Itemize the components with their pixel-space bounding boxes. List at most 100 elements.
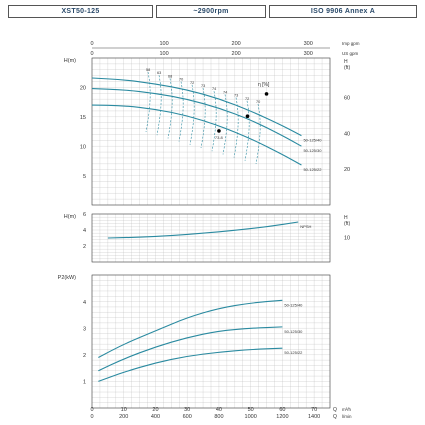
series-label: 50-125/30 bbox=[284, 329, 303, 334]
x-tick-label-m3h: 0 bbox=[90, 407, 93, 413]
x-tick-label-m3h: 70 bbox=[311, 407, 317, 413]
series-label: 50-125/40 bbox=[284, 302, 303, 307]
y-tick-label: 4 bbox=[83, 228, 86, 234]
efficiency-label: 73 bbox=[201, 84, 205, 88]
top-axis-tick-2: 0 bbox=[90, 51, 93, 57]
y-tick-label: 15 bbox=[80, 115, 86, 121]
y-right-axis-unit: (ft) bbox=[344, 221, 350, 227]
y-tick-label: 3 bbox=[83, 326, 86, 332]
x-unit-2: l/min bbox=[342, 414, 352, 419]
y-axis-label: H(m) bbox=[64, 58, 76, 64]
x-tick-label-lmin: 0 bbox=[90, 414, 93, 420]
series-label: 50-125/30 bbox=[303, 148, 322, 153]
y-right-tick-label: 60 bbox=[344, 95, 350, 101]
top-axis-tick: 200 bbox=[232, 41, 241, 47]
standard-header: ISO 9906 Annex A bbox=[269, 5, 417, 18]
x-tick-label-lmin: 400 bbox=[151, 414, 160, 420]
top-axis-label-2: US gpm bbox=[342, 51, 359, 56]
y-tick-label: 20 bbox=[80, 86, 86, 92]
duty-point bbox=[217, 129, 221, 133]
y-right-tick-label: 10 bbox=[344, 236, 350, 242]
series-curve-50-125-30 bbox=[91, 88, 302, 147]
efficiency-curve bbox=[222, 94, 228, 155]
series-label: 50-125/22 bbox=[303, 167, 322, 172]
efficiency-curve bbox=[255, 103, 261, 165]
plot-frame bbox=[91, 274, 331, 409]
x-axis-label: Q bbox=[333, 407, 337, 413]
efficiency-label: 72 bbox=[245, 97, 249, 101]
y-axis-label: P2(kW) bbox=[58, 275, 77, 281]
y-right-tick-label: 40 bbox=[344, 131, 350, 137]
speed-header: ~2900rpm bbox=[156, 5, 266, 18]
top-axis-tick: 0 bbox=[90, 41, 93, 47]
y-right-axis-unit: (ft) bbox=[344, 65, 350, 71]
efficiency-label: 74 bbox=[223, 90, 227, 94]
efficiency-curve bbox=[145, 71, 151, 133]
efficiency-label: 70 bbox=[256, 100, 260, 104]
top-axis-tick-2: 300 bbox=[304, 51, 313, 57]
efficiency-axis-label: η [%] bbox=[258, 82, 270, 88]
y-tick-label: 2 bbox=[83, 244, 86, 250]
y-right-axis-label: H bbox=[344, 59, 348, 65]
efficiency-curve bbox=[200, 87, 206, 149]
duty-point bbox=[245, 114, 250, 119]
efficiency-curve bbox=[178, 81, 184, 142]
series-curve-50-125-30 bbox=[98, 326, 283, 372]
y-tick-label: 5 bbox=[83, 174, 86, 180]
plot-frame bbox=[91, 213, 331, 263]
efficiency-curve bbox=[189, 84, 195, 145]
y-tick-label: 6 bbox=[83, 212, 86, 218]
efficiency-label: 63 bbox=[157, 71, 161, 75]
series-label: 50-125/22 bbox=[284, 350, 303, 355]
x-tick-label-m3h: 30 bbox=[184, 407, 190, 413]
efficiency-label: 70 bbox=[179, 78, 183, 82]
y-axis-label: H(m) bbox=[64, 214, 76, 220]
efficiency-curve bbox=[244, 100, 250, 161]
y-tick-label: 1 bbox=[83, 380, 86, 386]
x-unit-1: m³/h bbox=[342, 407, 351, 412]
x-tick-label-lmin: 1000 bbox=[245, 414, 257, 420]
efficiency-curve bbox=[156, 75, 162, 136]
x-tick-label-lmin: 800 bbox=[214, 414, 223, 420]
duty-point bbox=[264, 92, 269, 96]
y-right-axis-label: H bbox=[344, 215, 348, 221]
x-tick-label-m3h: 60 bbox=[279, 407, 285, 413]
series-curve-50-125-22 bbox=[98, 347, 283, 382]
plot-frame bbox=[91, 57, 331, 206]
top-axis-tick: 300 bbox=[304, 41, 313, 47]
top-axis-tick-2: 200 bbox=[232, 51, 241, 57]
efficiency-label: 58 bbox=[146, 68, 150, 72]
model-header: XST50-125 bbox=[8, 5, 153, 18]
top-axis-tick: 100 bbox=[159, 41, 168, 47]
x-tick-label-m3h: 40 bbox=[216, 407, 222, 413]
x-tick-label-m3h: 20 bbox=[152, 407, 158, 413]
efficiency-curve bbox=[211, 91, 217, 152]
efficiency-curve bbox=[233, 97, 239, 158]
x-tick-label-lmin: 600 bbox=[183, 414, 192, 420]
y-tick-label: 2 bbox=[83, 353, 86, 359]
x-tick-label-lmin: 1400 bbox=[308, 414, 320, 420]
series-curve-npsh bbox=[107, 221, 299, 239]
series-label: NPSH bbox=[300, 224, 311, 229]
series-label: 50-125/40 bbox=[303, 138, 322, 143]
x-tick-label-lmin: 200 bbox=[119, 414, 128, 420]
series-curve-50-125-40 bbox=[91, 77, 302, 137]
duty-point-label: 73.8 bbox=[215, 135, 224, 140]
efficiency-label: 68 bbox=[168, 74, 172, 78]
x-axis-label-2: Q bbox=[333, 414, 337, 420]
x-tick-label-m3h: 50 bbox=[248, 407, 254, 413]
x-tick-label-lmin: 1200 bbox=[276, 414, 288, 420]
series-curve-50-125-22 bbox=[91, 104, 302, 166]
y-tick-label: 4 bbox=[83, 300, 86, 306]
efficiency-label: 72 bbox=[190, 81, 194, 85]
efficiency-label: 73 bbox=[234, 94, 238, 98]
efficiency-label: 74 bbox=[212, 87, 216, 91]
efficiency-curve bbox=[167, 78, 173, 139]
y-right-tick-label: 20 bbox=[344, 167, 350, 173]
y-tick-label: 10 bbox=[80, 144, 86, 150]
top-axis-label: Imp gpm bbox=[342, 41, 360, 46]
top-axis-tick-2: 100 bbox=[159, 51, 168, 57]
series-curve-50-125-40 bbox=[98, 299, 283, 358]
